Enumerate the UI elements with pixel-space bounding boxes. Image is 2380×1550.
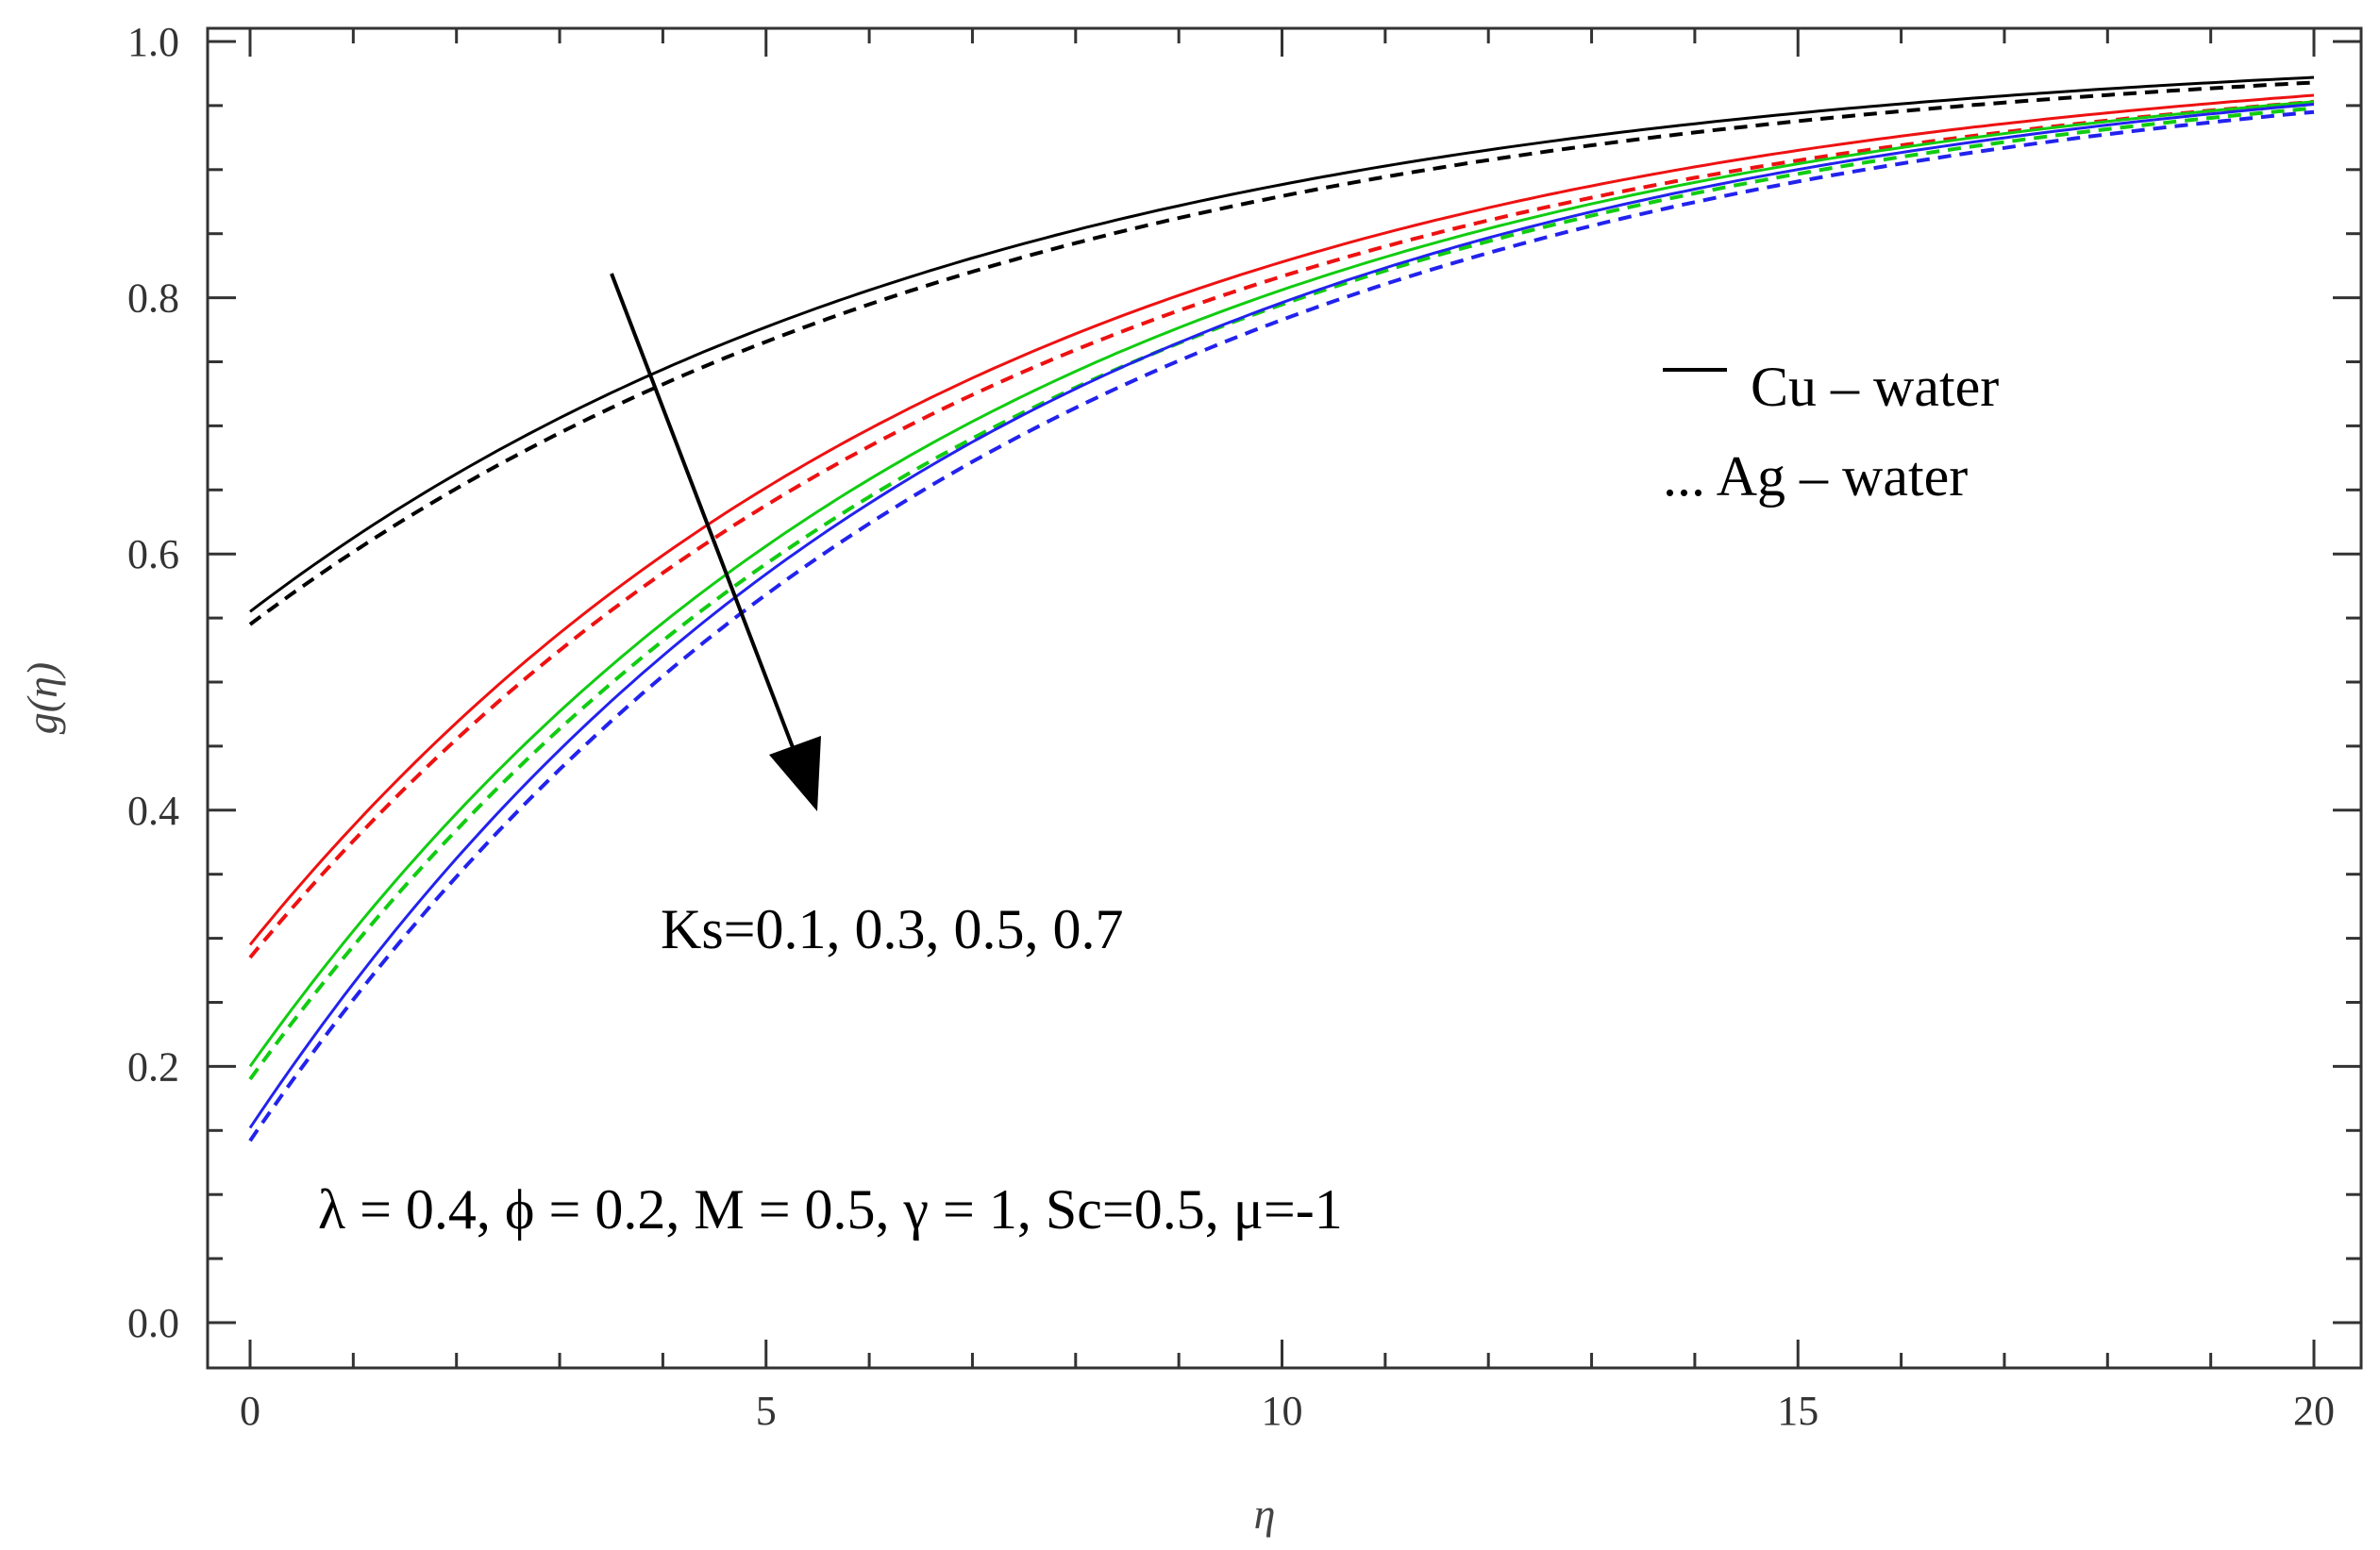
y-tick-label: 0.0 xyxy=(127,1300,179,1346)
y-tick-label: 0.8 xyxy=(127,275,179,322)
series-line-ks-0.7-cu-water xyxy=(248,103,2315,1129)
x-tick-label: 5 xyxy=(756,1388,777,1434)
y-axis-title: g(η) xyxy=(18,662,66,734)
tick-marks xyxy=(208,28,2361,1368)
x-tick-label: 15 xyxy=(1777,1388,1819,1434)
series-line-ks-0.5-cu-water xyxy=(248,100,2315,1068)
ks-annotation: Ks=0.1, 0.3, 0.5, 0.7 xyxy=(661,898,1124,960)
plot-frame xyxy=(206,26,2363,1370)
y-tick-label: 0.6 xyxy=(127,531,179,577)
x-tick-label: 10 xyxy=(1262,1388,1303,1434)
tick-labels: 0 5 10 15 20 0.0 0.2 0.4 0.6 0.8 1.0 xyxy=(127,19,2335,1434)
y-tick-label: 0.4 xyxy=(127,788,179,834)
arrow-shaft xyxy=(610,273,797,756)
series-line-ks-0.7-ag-water xyxy=(248,109,2315,1142)
series-line-ks-0.1-ag-water xyxy=(248,80,2315,626)
series-line-ks-0.3-cu-water xyxy=(248,93,2315,946)
legend: Cu – water ... Ag – water xyxy=(1663,356,1999,508)
y-tick-label: 1.0 xyxy=(127,19,179,65)
series-layer xyxy=(248,75,2315,1142)
legend-label-ag-water: ... Ag – water xyxy=(1663,445,1968,508)
ks-trend-arrow xyxy=(610,273,821,811)
series-line-ks-0.5-ag-water xyxy=(248,106,2315,1081)
x-tick-label: 20 xyxy=(2293,1388,2335,1434)
x-tick-label: 0 xyxy=(240,1388,260,1434)
legend-label-cu-water: Cu – water xyxy=(1751,356,1999,418)
x-axis-title: η xyxy=(1254,1490,1276,1538)
y-tick-label: 0.2 xyxy=(127,1043,179,1090)
arrow-head xyxy=(769,736,821,811)
series-line-ks-0.3-ag-water xyxy=(248,99,2315,959)
series-line-ks-0.1-cu-water xyxy=(249,75,2315,613)
parameters-annotation: λ = 0.4, ϕ = 0.2, M = 0.5, γ = 1, Sc=0.5… xyxy=(318,1178,1343,1241)
